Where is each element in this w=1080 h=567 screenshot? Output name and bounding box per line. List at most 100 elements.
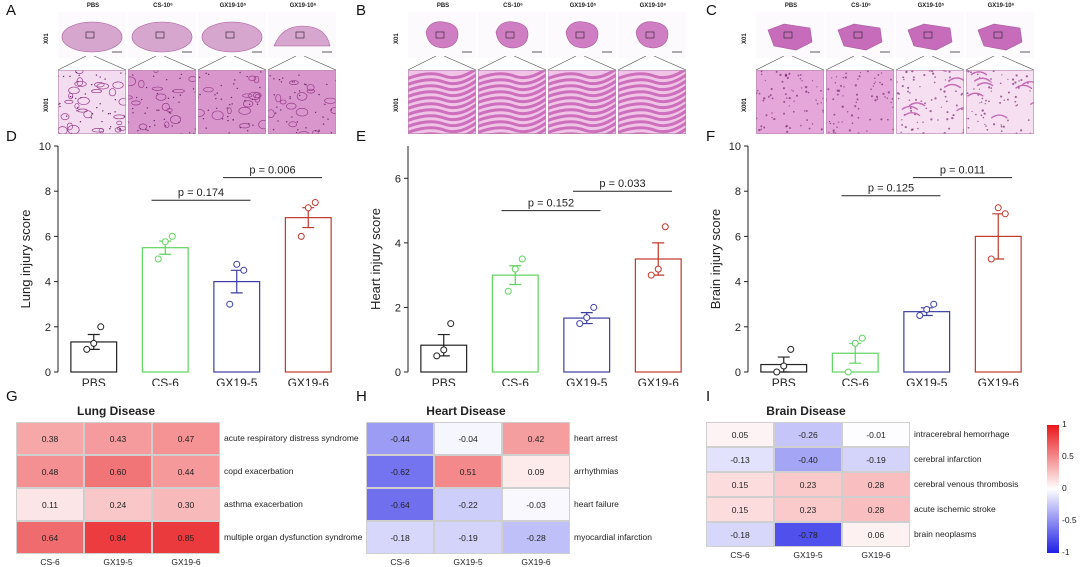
heatmap-column-label: CS-6 bbox=[730, 550, 750, 560]
histology-high-mag-image bbox=[478, 70, 546, 134]
colorbar-tick-label: -0.5 bbox=[1062, 515, 1077, 525]
y-tick-label: 10 bbox=[729, 141, 741, 153]
heatmap-grid: 0.05 -0.26 -0.01 -0.13 -0.40 -0.19 0.15 0.23 0.2… bbox=[706, 422, 910, 547]
data-point bbox=[447, 320, 455, 328]
x-tick-label: GX19-6 bbox=[288, 376, 330, 386]
magnification-high-label: X001 bbox=[44, 97, 50, 112]
histology-low-mag-image bbox=[128, 12, 196, 58]
histology-panel-lung: PBS CS-10⁶ GX19-10⁵ GX19-10⁶ X01 X001 bbox=[30, 0, 345, 135]
heatmap-column-label: GX19-5 bbox=[103, 557, 133, 567]
magnification-low-label: X01 bbox=[44, 33, 50, 44]
x-tick-label: CS-6 bbox=[842, 376, 870, 386]
histology-low-mag-image bbox=[268, 12, 336, 58]
data-point bbox=[994, 204, 1002, 212]
y-axis-label: Lung injury score bbox=[18, 210, 33, 309]
colorbar-tick-label: 1 bbox=[1062, 419, 1067, 429]
magnification-low-label: X01 bbox=[742, 33, 748, 44]
data-point bbox=[851, 339, 859, 347]
y-tick-label: 4 bbox=[395, 238, 401, 250]
data-point bbox=[858, 334, 866, 342]
x-tick-label: CS-6 bbox=[502, 376, 530, 386]
panel-letter-b: B bbox=[356, 2, 367, 19]
heatmap-cell: -0.28 bbox=[502, 521, 570, 554]
bar bbox=[903, 311, 951, 373]
data-point bbox=[518, 255, 526, 263]
histology-group-label: CS-10⁶ bbox=[153, 3, 173, 9]
colorbar bbox=[1047, 425, 1059, 553]
histology-high-mag-image bbox=[896, 70, 964, 134]
data-point bbox=[233, 260, 241, 268]
heatmap-row-label: cerebral infarction bbox=[914, 453, 982, 464]
histology-zoom-connector bbox=[826, 56, 894, 70]
heatmap-row-label: heart failure bbox=[574, 498, 619, 509]
y-axis-label: Heart injury score bbox=[368, 208, 383, 310]
histology-low-mag-image bbox=[618, 12, 686, 58]
y-tick-label: 4 bbox=[45, 277, 51, 289]
panel-letter-i: I bbox=[706, 388, 711, 405]
heatmap-column-label: CS-6 bbox=[390, 557, 410, 567]
panel-letter-g: G bbox=[6, 388, 18, 405]
panel-letter-e: E bbox=[356, 128, 367, 145]
data-point bbox=[780, 362, 788, 370]
magnification-high-label: X001 bbox=[394, 97, 400, 112]
data-point bbox=[226, 300, 234, 308]
data-point bbox=[168, 232, 176, 240]
data-point bbox=[654, 265, 662, 273]
p-value-label: p = 0.033 bbox=[599, 178, 645, 190]
data-point bbox=[90, 339, 98, 347]
heatmap-row-label: intracerebral hemorrhage bbox=[914, 428, 1010, 439]
data-point bbox=[844, 368, 852, 376]
heatmap-row-label: copd exacerbation bbox=[224, 465, 294, 476]
x-tick-label: CS-6 bbox=[152, 376, 180, 386]
data-point bbox=[83, 345, 91, 353]
p-value-label: p = 0.011 bbox=[940, 165, 985, 177]
histology-zoom-connector bbox=[966, 56, 1034, 70]
data-point bbox=[787, 345, 795, 353]
data-point bbox=[440, 346, 448, 354]
histology-zoom-connector bbox=[756, 56, 824, 70]
histology-low-mag-image bbox=[756, 12, 824, 58]
heatmap-row-label: arrhythmias bbox=[574, 465, 619, 476]
heatmap-cell: 0.28 bbox=[842, 497, 910, 522]
bar bbox=[491, 274, 539, 373]
heatmap-row-label: asthma exacerbation bbox=[224, 498, 303, 509]
heatmap-cell: 0.48 bbox=[16, 455, 84, 488]
heatmap-cell: 0.38 bbox=[16, 422, 84, 455]
histology-high-mag-image bbox=[58, 70, 126, 134]
data-point bbox=[590, 303, 598, 311]
magnification-high-label: X001 bbox=[742, 97, 748, 112]
heatmap-cell: -0.18 bbox=[366, 521, 434, 554]
data-point bbox=[154, 255, 162, 263]
histology-high-mag-image bbox=[618, 70, 686, 134]
heatmap-grid: 0.38 0.43 0.47 0.48 0.60 0.44 0.11 0.24 0.30 0.64… bbox=[16, 422, 220, 554]
x-tick-label: GX19-6 bbox=[638, 376, 680, 386]
heatmap-row-label: multiple organ dysfunction syndrome bbox=[224, 531, 363, 542]
y-tick-label: 8 bbox=[735, 186, 741, 198]
bar bbox=[634, 258, 682, 373]
data-point bbox=[923, 306, 931, 313]
heatmap-column-label: GX19-5 bbox=[793, 550, 823, 560]
heatmap-cell: 0.24 bbox=[84, 488, 152, 521]
histology-group-label: CS-10⁶ bbox=[503, 3, 523, 9]
histology-low-mag-image bbox=[478, 12, 546, 58]
heatmap-cell: 0.60 bbox=[84, 455, 152, 488]
heatmap-cell: -0.44 bbox=[366, 422, 434, 455]
y-tick-label: 2 bbox=[395, 302, 401, 314]
heatmap-cell: -0.03 bbox=[502, 488, 570, 521]
heatmap-column-label: GX19-6 bbox=[861, 550, 891, 560]
histology-panel-heart: PBS CS-10⁶ GX19-10⁵ GX19-10⁶ X01 X001 bbox=[380, 0, 695, 135]
heatmap-cell: 0.85 bbox=[152, 521, 220, 554]
data-point bbox=[916, 312, 924, 319]
histology-group-label: GX19-10⁵ bbox=[917, 3, 945, 9]
p-value-label: p = 0.152 bbox=[528, 198, 574, 210]
heatmap-cell: 0.44 bbox=[152, 455, 220, 488]
data-point bbox=[647, 271, 655, 279]
y-tick-label: 0 bbox=[395, 367, 401, 379]
histology-group-label: GX19-10⁵ bbox=[569, 3, 597, 9]
data-point bbox=[511, 265, 519, 273]
histology-panel-brain: PBS CS-10⁶ GX19-10⁵ GX19-10⁶ X01 X001 bbox=[728, 0, 1043, 135]
histology-group-label: CS-10⁶ bbox=[851, 3, 871, 9]
histology-group-label: GX19-10⁵ bbox=[219, 3, 247, 9]
heatmap-cell: 0.05 bbox=[706, 422, 774, 447]
histology-low-mag-image bbox=[58, 12, 126, 58]
